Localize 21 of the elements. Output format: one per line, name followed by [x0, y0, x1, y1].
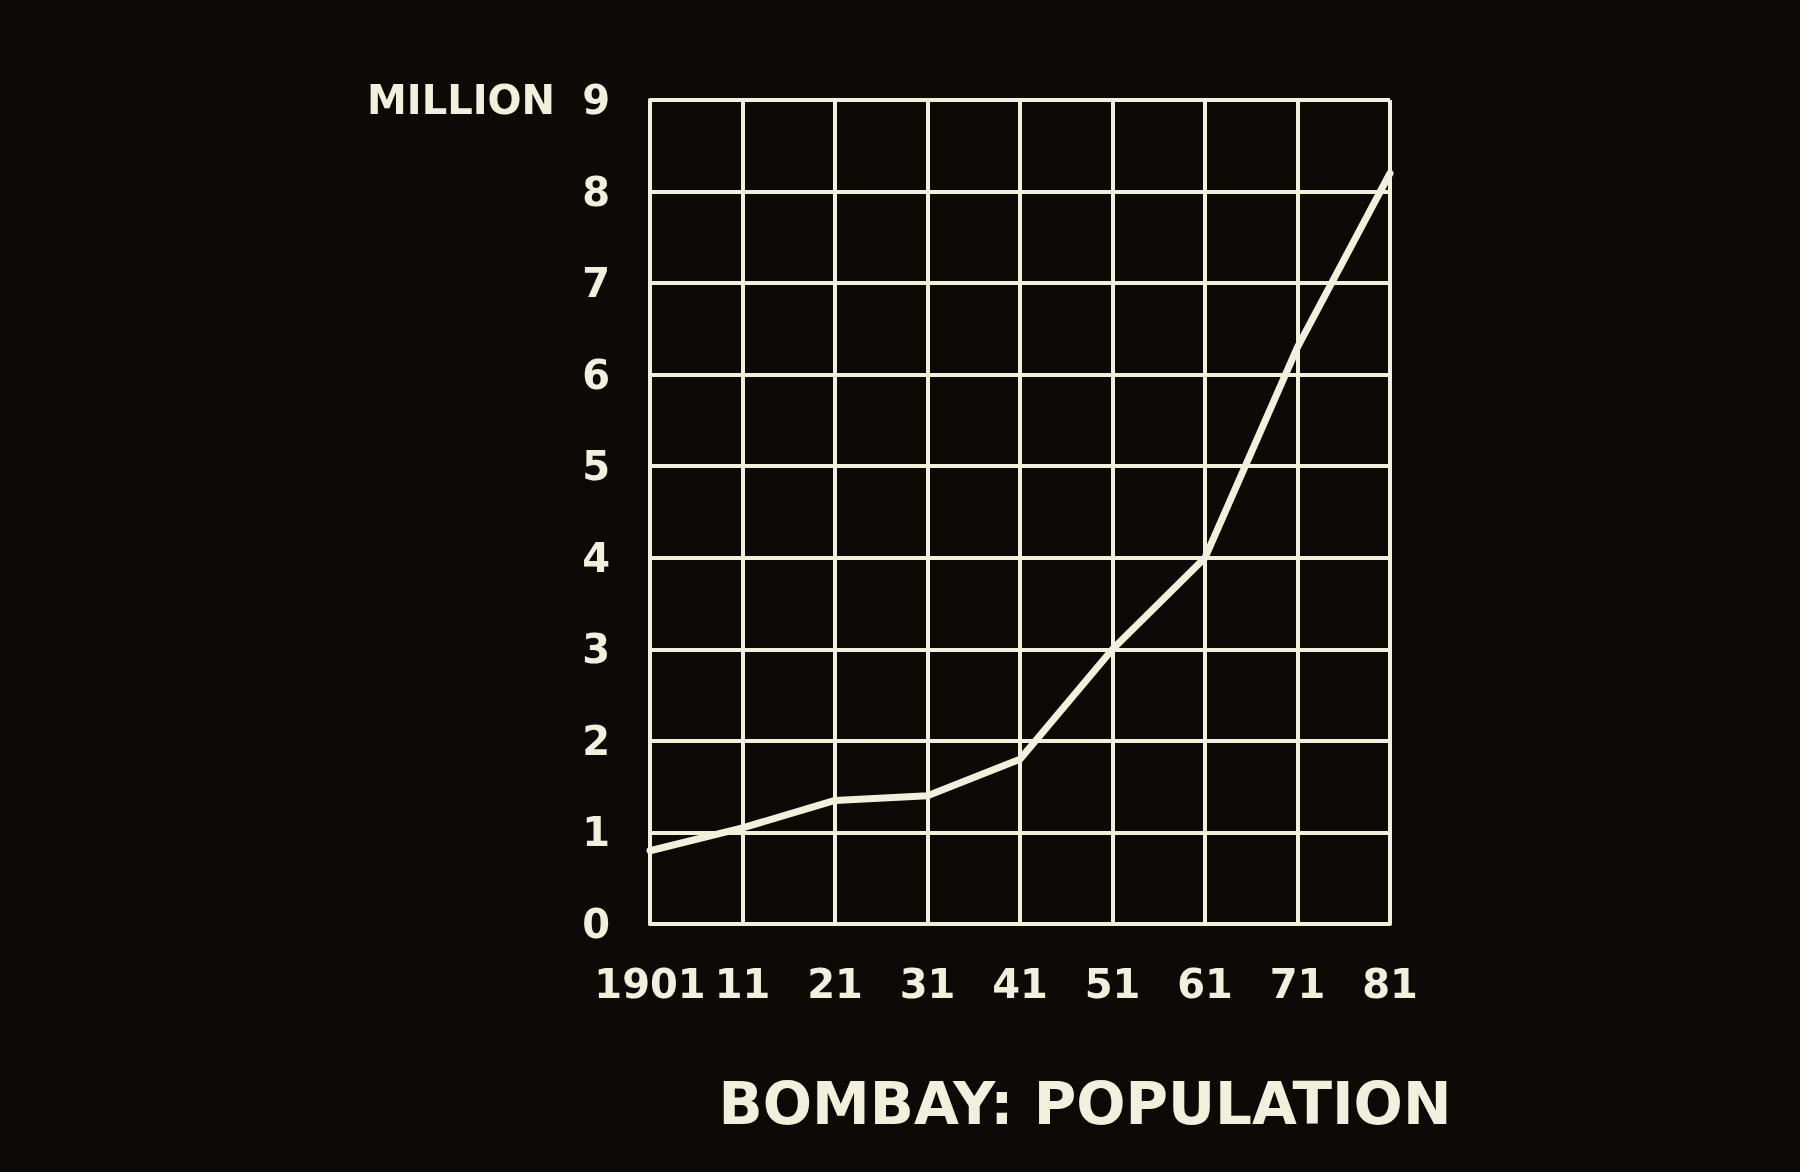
x-tick-label: 1901 — [594, 961, 706, 1007]
y-tick-label: 9 — [582, 77, 610, 123]
x-tick-label: 41 — [992, 961, 1048, 1007]
y-tick-label: 4 — [582, 534, 610, 581]
x-tick-label: 81 — [1362, 961, 1418, 1007]
x-tick-label: 61 — [1177, 961, 1233, 1007]
x-tick-label: 51 — [1084, 961, 1141, 1007]
y-axis-title: MILLION — [366, 77, 555, 123]
x-tick-label: 21 — [807, 961, 863, 1007]
y-tick-label: 3 — [582, 626, 610, 673]
y-tick-label: 1 — [582, 809, 610, 856]
x-tick-label: 11 — [714, 961, 771, 1007]
y-tick-label: 2 — [582, 717, 610, 764]
x-tick-label: 31 — [899, 961, 956, 1007]
y-tick-label: 0 — [582, 901, 610, 947]
x-tick-label: 71 — [1269, 961, 1326, 1007]
text: BOMBAY: POPULATION — [718, 1070, 1452, 1138]
y-tick-label: 5 — [582, 443, 610, 490]
y-tick-label: 8 — [582, 168, 610, 215]
y-tick-label: 6 — [582, 351, 610, 398]
y-tick-label: 7 — [582, 260, 610, 307]
